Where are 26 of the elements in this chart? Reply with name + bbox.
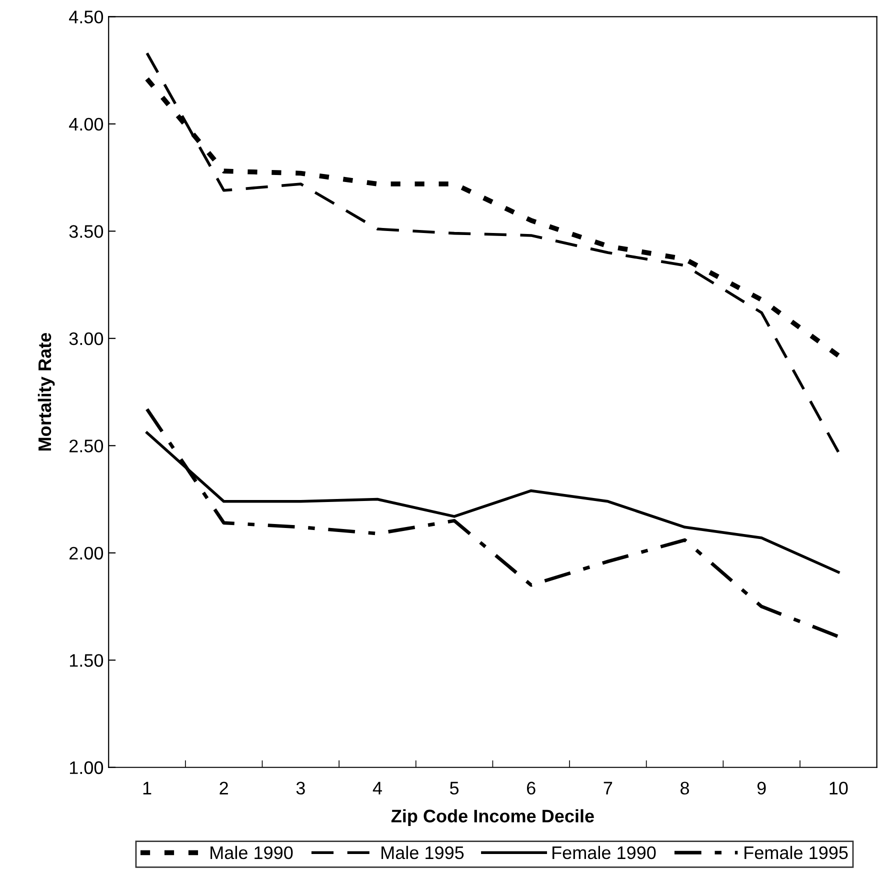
x-tick-label: 1	[143, 782, 152, 794]
legend-label: Male 1990	[210, 846, 293, 860]
x-axis-title: Zip Code Income Decile	[391, 809, 594, 826]
y-axis-title: Mortality Rate	[38, 332, 55, 451]
x-tick-label: 5	[450, 782, 459, 795]
legend-label: Female 1990	[552, 846, 656, 860]
x-tick-label: 7	[604, 782, 612, 794]
legend-label: Female 1995	[744, 846, 848, 860]
x-tick-label: 2	[220, 782, 228, 794]
y-tick-label: 4.50	[69, 10, 104, 24]
y-tick-label: 1.50	[70, 654, 104, 667]
line-series	[145, 407, 840, 638]
y-tick-label: 4.00	[69, 118, 104, 131]
y-tick-label: 2.50	[70, 440, 104, 452]
y-tick-label: 3.00	[69, 332, 104, 346]
x-tick-label: 4	[372, 782, 382, 794]
legend-label: Male 1995	[382, 846, 464, 860]
x-tick-label: 3	[296, 782, 305, 795]
x-tick-label: 8	[680, 782, 689, 795]
x-tick-label: 6	[527, 782, 536, 795]
x-tick-label: 9	[757, 782, 766, 795]
y-tick-label: 1.00	[70, 761, 104, 774]
y-tick-label: 3.50	[69, 225, 104, 238]
x-tick-label: 10	[830, 782, 848, 795]
line-series	[146, 52, 840, 454]
y-tick-label: 2.00	[70, 546, 104, 560]
